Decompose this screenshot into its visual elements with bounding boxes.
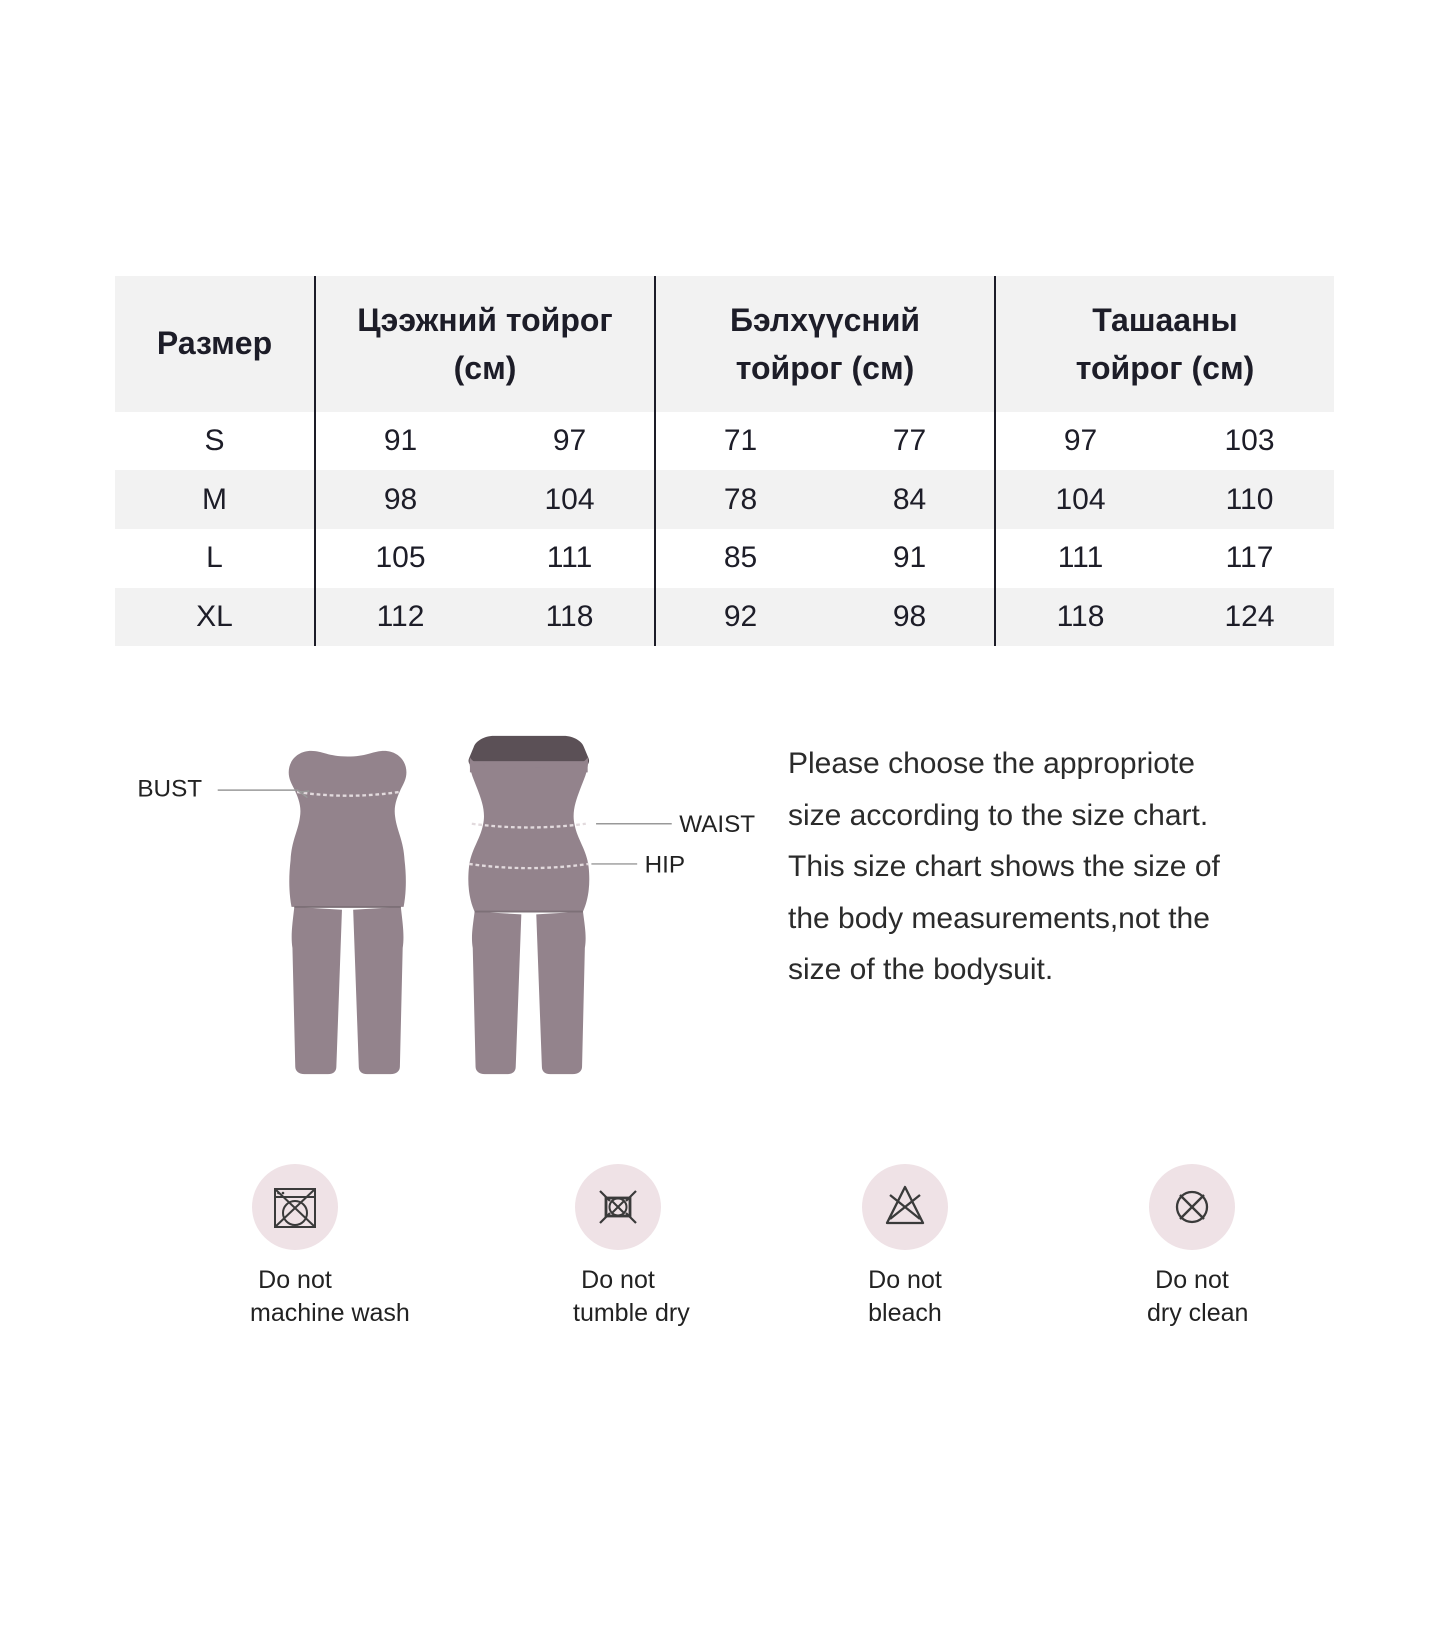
svg-text:BUST: BUST (137, 776, 202, 803)
svg-text:HIP: HIP (645, 851, 685, 878)
svg-text:WAIST: WAIST (679, 811, 755, 838)
